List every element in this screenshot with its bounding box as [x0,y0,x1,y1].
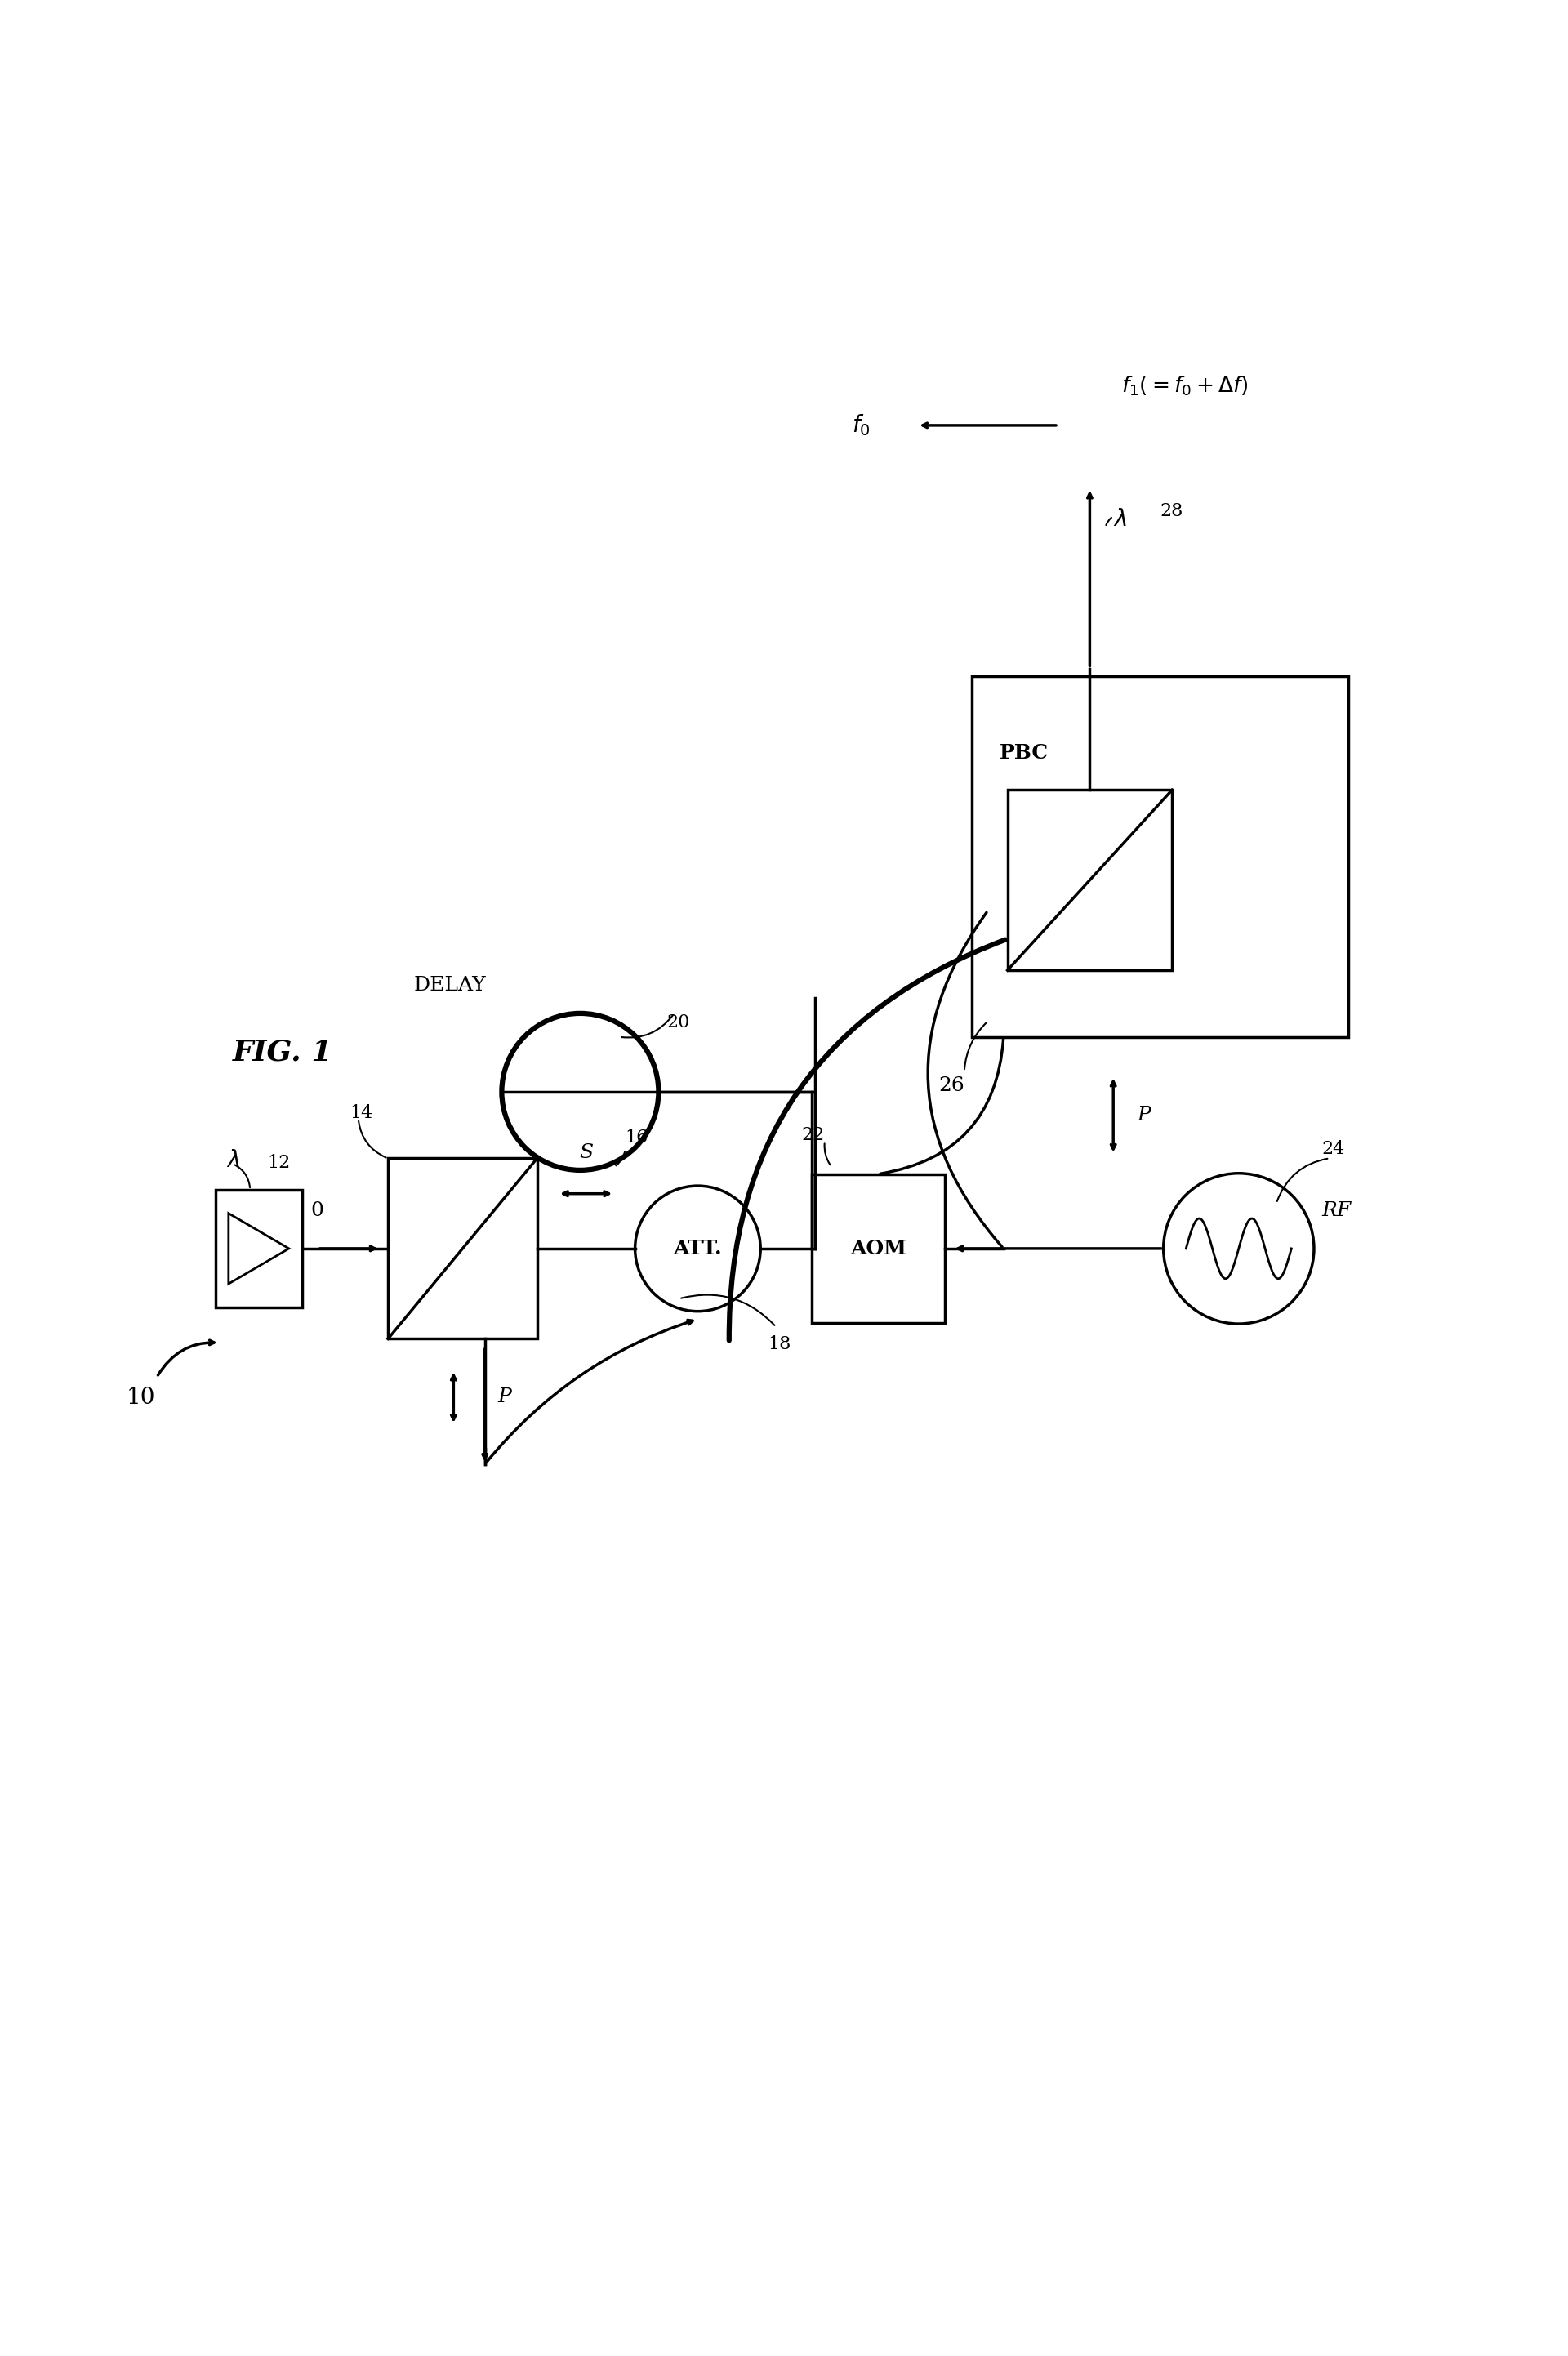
Bar [972,676,1348,1037]
Text: 16: 16 [626,1129,648,1147]
Text: $f_0$: $f_0$ [851,412,870,438]
Text: $\lambda$: $\lambda$ [1113,509,1127,530]
Text: PBC: PBC [999,742,1049,763]
Text: 28: 28 [1160,502,1184,521]
Text: 20: 20 [666,1013,690,1032]
Text: 26: 26 [938,1077,964,1096]
Text: 12: 12 [267,1154,290,1173]
Text: AOM: AOM [850,1239,906,1258]
Text: FIG. 1: FIG. 1 [232,1039,332,1067]
Text: S: S [579,1143,593,1162]
Bar [389,1159,536,1338]
Text: P: P [1137,1105,1151,1124]
Text: 24: 24 [1322,1140,1345,1159]
Text: 0: 0 [310,1202,325,1220]
Text: $\lambda$: $\lambda$ [226,1150,240,1173]
Text: 10: 10 [127,1385,155,1409]
Text: $f_1(=f_0+\Delta f)$: $f_1(=f_0+\Delta f)$ [1121,375,1248,398]
Text: ATT.: ATT. [673,1239,723,1258]
Bar [216,1190,301,1308]
Text: P: P [497,1388,511,1407]
Bar [812,1173,944,1324]
Text: DELAY: DELAY [414,975,486,994]
Bar [1007,789,1171,971]
Text: RF: RF [1322,1202,1352,1220]
Text: 22: 22 [801,1126,825,1145]
Text: 14: 14 [350,1105,373,1121]
Text: 18: 18 [768,1336,792,1352]
